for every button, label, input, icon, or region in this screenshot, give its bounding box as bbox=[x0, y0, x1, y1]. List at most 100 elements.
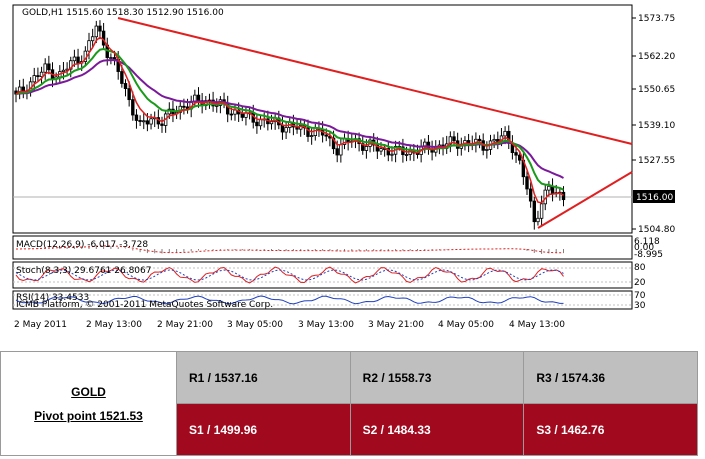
macd-label: MACD(12,26,9) -6.017 -3.728 bbox=[16, 240, 148, 250]
candle-body bbox=[90, 36, 95, 42]
candle-body bbox=[258, 119, 263, 127]
candle-body bbox=[309, 135, 314, 137]
price-tick: 1550.65 bbox=[638, 85, 675, 95]
macd-signal-line bbox=[15, 245, 564, 254]
candle-body bbox=[138, 120, 142, 122]
candle-body bbox=[335, 148, 339, 156]
candle-body bbox=[539, 203, 544, 219]
candle-body bbox=[43, 63, 47, 73]
candle-body bbox=[94, 25, 98, 38]
time-tick: 3 May 05:00 bbox=[227, 320, 283, 330]
pivot-point: Pivot point 1521.53 bbox=[34, 408, 143, 423]
time-tick: 2 May 21:00 bbox=[157, 320, 213, 330]
candle-body bbox=[536, 217, 540, 223]
candle-body bbox=[503, 130, 507, 137]
candle-body bbox=[269, 121, 274, 125]
current-price-label: 1516.00 bbox=[636, 193, 673, 203]
main-pane bbox=[12, 4, 633, 234]
candle-body bbox=[379, 148, 383, 152]
candle-body bbox=[492, 139, 496, 142]
support-1: S1 / 1499.96 bbox=[176, 403, 351, 456]
candle-body bbox=[496, 139, 500, 142]
stoch-main-line bbox=[15, 266, 564, 284]
candle-body bbox=[196, 94, 201, 102]
candle-body bbox=[528, 188, 533, 202]
chart-header: GOLD,H1 1515.60 1518.30 1512.90 1516.00 bbox=[22, 8, 224, 18]
rsi-label: RSI(14) 33.4533 bbox=[16, 293, 89, 303]
price-tick: 1504.80 bbox=[638, 225, 675, 235]
candle-body bbox=[331, 137, 336, 150]
time-tick: 3 May 13:00 bbox=[298, 320, 354, 330]
candle-body bbox=[47, 63, 51, 71]
stoch-label: Stoch(8,3,3) 29.6761 26.8067 bbox=[16, 266, 151, 276]
rsi-scale-30: 30 bbox=[634, 301, 646, 311]
resistance-3: R3 / 1574.36 bbox=[523, 351, 698, 404]
macd-pane bbox=[12, 235, 633, 260]
support-trendline[interactable] bbox=[537, 171, 633, 229]
ma-fast-line bbox=[15, 36, 564, 204]
time-tick: 2 May 13:00 bbox=[86, 320, 142, 330]
support-3: S3 / 1462.76 bbox=[523, 403, 698, 456]
price-axis: 1573.75 1562.20 1550.65 1539.10 1527.55 … bbox=[632, 14, 675, 235]
price-tick: 1539.10 bbox=[638, 121, 675, 131]
symbol-cell: GOLD Pivot point 1521.53 bbox=[0, 351, 177, 456]
stoch-scale-80: 80 bbox=[634, 263, 646, 273]
candle-body bbox=[525, 176, 529, 190]
candle-body bbox=[404, 154, 409, 156]
candle-body bbox=[215, 104, 219, 107]
candle-body bbox=[240, 113, 244, 118]
candle-body bbox=[142, 120, 146, 123]
chart-canvas[interactable]: GOLD,H1 1515.60 1518.30 1512.90 1516.00 … bbox=[0, 0, 705, 340]
candle-body bbox=[61, 69, 66, 73]
price-chart[interactable]: GOLD,H1 1515.60 1518.30 1512.90 1516.00 … bbox=[0, 0, 705, 340]
candle-body bbox=[229, 113, 234, 116]
candle-body bbox=[32, 75, 36, 83]
rsi-scale-70: 70 bbox=[634, 291, 646, 301]
macd-scale-top: 6.118 bbox=[634, 237, 660, 247]
candle-body bbox=[134, 114, 139, 121]
candle-body bbox=[452, 136, 456, 142]
candle-body bbox=[193, 94, 197, 102]
copyright-text: ICMB Platform, © 2001-2011 MetaQuotes So… bbox=[16, 300, 273, 310]
current-price-tag bbox=[633, 190, 675, 203]
candle-body bbox=[485, 149, 489, 151]
time-tick: 4 May 13:00 bbox=[509, 320, 565, 330]
candle-body bbox=[182, 105, 186, 108]
candle-body bbox=[160, 123, 164, 126]
candle-body bbox=[361, 143, 365, 151]
candle-body bbox=[72, 56, 77, 62]
candle-body bbox=[518, 154, 522, 161]
candle-body bbox=[313, 127, 317, 136]
candle-body bbox=[87, 40, 91, 52]
candle-body bbox=[390, 153, 394, 156]
macd-scale-bottom: -8.995 bbox=[634, 250, 663, 260]
rsi-line bbox=[15, 295, 564, 305]
resistance-2: R2 / 1558.73 bbox=[349, 351, 525, 404]
symbol-name: GOLD bbox=[71, 384, 106, 399]
candle-body bbox=[284, 127, 288, 133]
candle-body bbox=[98, 25, 102, 32]
macd-scale-mid: 0.00 bbox=[634, 243, 654, 253]
candle-body bbox=[386, 148, 390, 156]
candle-body bbox=[339, 144, 343, 156]
candle-body bbox=[364, 146, 369, 151]
candle-body bbox=[145, 120, 150, 125]
candle-body bbox=[120, 71, 124, 84]
time-tick: 4 May 05:00 bbox=[438, 320, 494, 330]
time-axis: 2 May 2011 2 May 13:00 2 May 21:00 3 May… bbox=[14, 320, 565, 330]
candle-body bbox=[39, 71, 44, 78]
candle-body bbox=[514, 152, 518, 156]
candle-body bbox=[255, 121, 259, 127]
candle-body bbox=[233, 109, 237, 115]
stoch-pane bbox=[12, 261, 633, 289]
resistance-trendline[interactable] bbox=[117, 17, 633, 145]
candle-body bbox=[131, 99, 135, 116]
candle-body bbox=[109, 57, 113, 59]
candle-body bbox=[123, 83, 128, 90]
resistance-1: R1 / 1537.16 bbox=[176, 351, 351, 404]
candle-body bbox=[477, 138, 482, 142]
time-tick: 2 May 2011 bbox=[14, 320, 67, 330]
candle-body bbox=[69, 60, 73, 70]
support-2: S2 / 1484.33 bbox=[349, 403, 525, 456]
price-tick: 1527.55 bbox=[638, 156, 675, 166]
